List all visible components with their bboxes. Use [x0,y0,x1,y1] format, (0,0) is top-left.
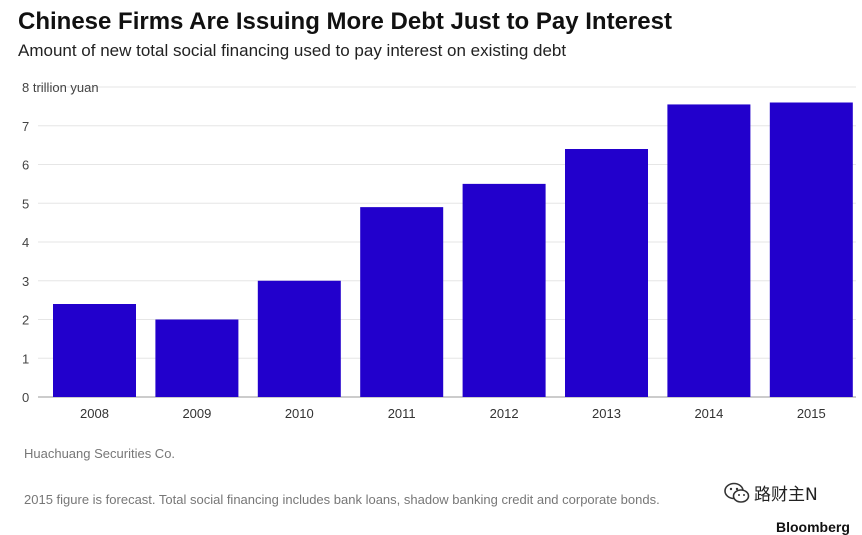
x-tick-label: 2013 [592,406,621,421]
bar [360,207,444,397]
x-tick-label: 2014 [694,406,723,421]
y-tick-label: 5 [22,196,29,211]
bar [155,319,239,397]
x-tick-label: 2015 [797,406,826,421]
bar [462,183,546,397]
y-tick-label: 4 [22,235,29,250]
chart-title: Chinese Firms Are Issuing More Debt Just… [18,8,672,35]
x-tick-label: 2010 [285,406,314,421]
x-tick-label: 2011 [388,406,416,421]
x-tick-label: 2012 [490,406,519,421]
bar [565,149,648,397]
bar [769,102,853,397]
source-note: Huachuang Securities Co. [24,446,176,461]
wechat-icon [724,482,750,503]
y-tick-label: 7 [22,119,29,134]
bar-chart: 0 1 2 3 4 5 6 7 8 trillion yuan 2008 2009 2010 2011 2… [22,80,856,421]
y-tick-label: 1 [22,351,29,366]
y-tick-label: 6 [22,158,29,173]
x-tick-label: 2008 [80,406,109,421]
y-unit-label: 8 trillion yuan [22,80,99,95]
bar [667,104,751,397]
chart-subtitle: Amount of new total social financing use… [18,41,567,60]
bar [53,304,136,397]
watermark: 路财主N [724,480,818,505]
brand-logo: Bloomberg [776,519,850,535]
y-tick-label: 2 [22,313,29,328]
y-tick-label: 3 [22,274,29,289]
footnote: 2015 figure is forecast. Total social fi… [24,492,660,507]
y-tick-label: 0 [22,390,29,405]
x-tick-label: 2009 [182,406,211,421]
watermark-text: 路财主N [754,485,818,505]
bar [257,280,341,397]
